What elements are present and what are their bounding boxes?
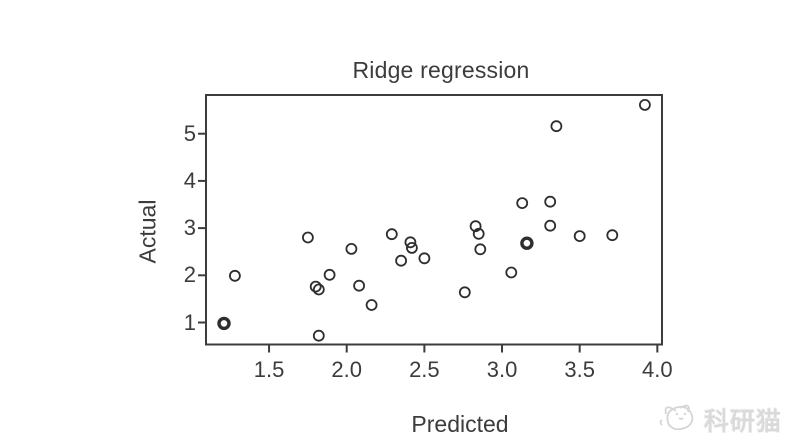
data-point <box>474 243 487 256</box>
x-tick-label: 2.5 <box>409 357 440 382</box>
x-axis-label: Predicted <box>411 411 509 437</box>
x-tick-label: 4.0 <box>642 357 673 382</box>
data-point <box>395 254 408 267</box>
data-point <box>639 99 651 111</box>
data-point <box>217 316 231 331</box>
data-point <box>544 219 557 232</box>
data-point <box>472 227 485 240</box>
y-axis-label: Actual <box>134 199 161 264</box>
data-point <box>405 241 418 254</box>
y-tick-label: 2 <box>183 262 196 288</box>
cat-logo-icon <box>659 404 694 431</box>
data-point <box>312 329 325 342</box>
plot-box <box>205 94 663 346</box>
data-point <box>353 279 366 292</box>
data-point <box>323 268 336 281</box>
data-point <box>505 266 518 279</box>
watermark-text: 科研猫 <box>704 408 783 436</box>
data-point <box>365 299 378 311</box>
chart-title: Ridge regression <box>352 57 530 83</box>
data-point <box>312 283 325 296</box>
y-tick-label: 5 <box>183 120 196 146</box>
data-point <box>520 236 534 250</box>
data-point <box>544 195 557 208</box>
data-point <box>228 269 241 282</box>
data-point <box>469 220 482 233</box>
data-point <box>404 236 417 249</box>
data-point <box>418 252 431 265</box>
data-point <box>345 242 358 255</box>
data-point <box>606 229 619 242</box>
data-point <box>301 231 314 244</box>
data-point <box>516 197 529 210</box>
y-tick-label: 1 <box>183 309 196 335</box>
data-point <box>385 228 398 241</box>
data-point <box>458 286 471 299</box>
x-tick-label: 2.0 <box>331 357 362 382</box>
data-point <box>573 230 586 243</box>
x-tick-label: 3.5 <box>564 357 595 382</box>
y-tick-label: 3 <box>183 215 196 241</box>
data-point <box>309 280 322 293</box>
x-tick-label: 3.0 <box>486 357 518 382</box>
y-tick-label: 4 <box>183 167 196 193</box>
x-tick-label: 1.5 <box>253 357 285 382</box>
data-point <box>550 120 563 133</box>
watermark: 科研猫 <box>658 400 782 440</box>
